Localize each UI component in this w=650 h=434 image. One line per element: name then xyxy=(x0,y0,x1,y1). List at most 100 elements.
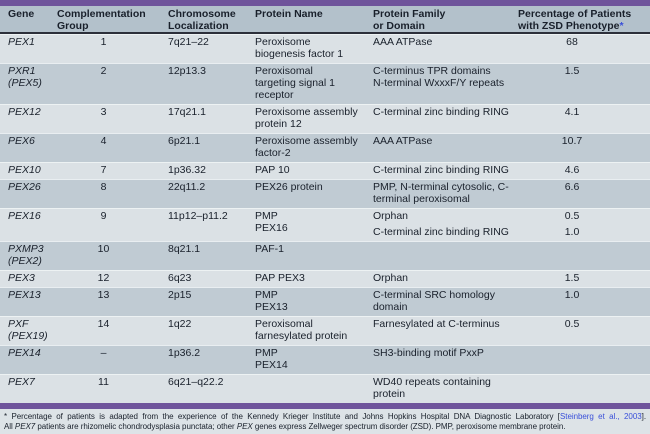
table-row: PEX6 4 6p21.1 Peroxisome assembly factor-2 AA… xyxy=(0,133,650,162)
text-line: PXF xyxy=(8,318,29,330)
gene-cell: PEX1 xyxy=(0,36,57,60)
protein-family-cell: SH3-binding motif PxxP xyxy=(372,347,518,359)
complementation-group-cell: 2 xyxy=(100,65,107,77)
text-line: Farnesylated at C-terminus xyxy=(373,318,500,330)
column-header-complementation-group: Complementation Group xyxy=(57,8,150,32)
text-line: domain xyxy=(373,301,408,313)
text-line: PMP xyxy=(255,289,278,301)
family-percentage-cell: AAA ATPase 68 xyxy=(372,36,650,60)
family-entry: AAA ATPase 68 xyxy=(372,36,650,48)
family-entry: C-terminal zinc binding RING 4.6 xyxy=(372,164,650,176)
table-row: PXMP3 (PEX2) 10 8q21.1 PAF-1 xyxy=(0,241,650,270)
table-row: PEX1 1 7q21–22 Peroxisome biogenesis factor … xyxy=(0,34,650,63)
text-line: protein xyxy=(373,388,406,400)
text-line: protein 12 xyxy=(255,118,302,130)
text-line: terminal peroxisomal xyxy=(373,193,470,205)
column-header-gene: Gene xyxy=(0,8,57,32)
text-line: PXR1 xyxy=(8,65,36,77)
text-line: Peroxisomal xyxy=(255,65,313,77)
text-line: PEX26 protein xyxy=(255,181,323,193)
table-row: PXR1 (PEX5) 2 12p13.3 Peroxisomal targeting s… xyxy=(0,63,650,104)
percentage-cell: 0.5 xyxy=(564,210,580,222)
protein-name-cell: Peroxisome assembly protein 12 xyxy=(255,106,372,130)
family-percentage-cell: AAA ATPase 10.7 xyxy=(372,135,650,159)
complementation-group-cell: 11 xyxy=(98,376,109,388)
complementation-group-cell: 10 xyxy=(97,243,110,255)
footnote-text: PEX xyxy=(236,422,253,431)
protein-family-cell: C-terminal SRC homology domain xyxy=(372,289,518,313)
table-body: PEX1 1 7q21–22 Peroxisome biogenesis factor … xyxy=(0,34,650,403)
text-line: PEX14 xyxy=(255,359,288,371)
header-line: Chromosome xyxy=(168,8,236,20)
protein-name-cell: PMP PEX16 xyxy=(255,210,372,238)
protein-name-cell: Peroxisome assembly factor-2 xyxy=(255,135,372,159)
text-line: targeting signal 1 xyxy=(255,77,335,89)
protein-family-cell: C-terminal zinc binding RING xyxy=(372,106,518,118)
column-header-protein-family: Protein Family or Domain xyxy=(372,8,518,32)
footnote-line-2: All PEX7 patients are rhizomelic chondro… xyxy=(4,422,646,432)
protein-name-cell: PAP PEX3 xyxy=(255,272,372,284)
protein-name-cell: PMP PEX14 xyxy=(255,347,372,371)
footnote-text: patients are rhizomelic chondrodysplasia… xyxy=(35,422,237,431)
text-line: C-terminal zinc binding RING xyxy=(373,226,509,238)
header-line: Group xyxy=(57,20,89,32)
family-entry: Farnesylated at C-terminus 0.5 xyxy=(372,318,650,330)
text-line: PMP xyxy=(255,347,278,359)
text-line: C-terminal SRC homology xyxy=(373,289,495,301)
protein-name-cell: PAP 10 xyxy=(255,164,372,176)
header-line: with ZSD Phenotype* xyxy=(518,20,624,32)
family-entry: AAA ATPase 10.7 xyxy=(372,135,650,147)
text-line: N-terminal WxxxF/Y repeats xyxy=(373,77,505,89)
gene-cell: PEX12 xyxy=(0,106,57,130)
footnote-text: genes express Zellweger spectrum disorde… xyxy=(252,422,566,431)
text-line: AAA ATPase xyxy=(373,135,433,147)
bottom-accent-bar xyxy=(0,403,650,409)
protein-family-cell: C-terminus TPR domains N-terminal WxxxF/Y… xyxy=(372,65,518,89)
header-line: Gene xyxy=(8,8,35,20)
column-header-protein-name: Protein Name xyxy=(255,8,372,32)
text-line: PMP xyxy=(255,210,278,222)
text-line: Peroxisome assembly xyxy=(255,135,358,147)
protein-family-cell: PMP, N-terminal cytosolic, C-terminal pe… xyxy=(372,181,518,205)
complementation-group-cell: 3 xyxy=(100,106,107,118)
text-line: (PEX2) xyxy=(8,255,42,267)
footnote-text: * Percentage of patients is adapted from… xyxy=(4,412,560,421)
percentage-cell: 1.5 xyxy=(564,65,580,77)
text-line: (PEX19) xyxy=(8,330,48,342)
text-line: PAF-1 xyxy=(255,243,284,255)
family-percentage-cell: C-terminus TPR domains N-terminal WxxxF/Y… xyxy=(372,65,650,101)
chromosome-localization-cell: 7q21–22 xyxy=(168,36,209,48)
protein-family-cell: Orphan xyxy=(372,210,518,222)
citation-link[interactable]: Steinberg et al., 2003 xyxy=(559,412,642,421)
chromosome-localization-cell: 1p36.32 xyxy=(168,164,206,176)
text-line: PEX14 xyxy=(8,347,41,359)
text-line: (PEX5) xyxy=(8,77,42,89)
family-entry: C-terminal zinc binding RING 4.1 xyxy=(372,106,650,118)
family-percentage-cell: Orphan 1.5 xyxy=(372,272,650,284)
complementation-group-cell: 8 xyxy=(100,181,107,193)
table-row: PEX16 9 11p12–p11.2 PMP PEX16 Orphan 0.5 C-term… xyxy=(0,208,650,241)
footnote-line-1: * Percentage of patients is adapted from… xyxy=(4,412,646,422)
text-line: receptor xyxy=(255,89,294,101)
percentage-cell: 1.0 xyxy=(564,289,580,301)
column-header-chromosome-localization: Chromosome Localization xyxy=(150,8,255,32)
percentage-cell: 6.6 xyxy=(564,181,580,193)
protein-name-cell xyxy=(255,376,372,400)
complementation-group-cell: 13 xyxy=(97,289,110,301)
gene-cell: PEX10 xyxy=(0,164,57,176)
protein-name-cell: PEX26 protein xyxy=(255,181,372,205)
chromosome-localization-cell: 6q23 xyxy=(168,272,192,284)
percentage-cell: 10.7 xyxy=(561,135,583,147)
text-line: Peroxisome xyxy=(255,36,311,48)
protein-name-cell: PAF-1 xyxy=(255,243,372,267)
text-line: PEX13 xyxy=(255,301,288,313)
family-percentage-cell xyxy=(372,243,650,267)
gene-cell: PEX16 xyxy=(0,210,57,238)
table-row: PEX13 13 2p15 PMP PEX13 C-terminal SRC homolo… xyxy=(0,287,650,316)
text-line: factor-2 xyxy=(255,147,291,159)
family-entry: SH3-binding motif PxxP xyxy=(372,347,650,359)
chromosome-localization-cell: 22q11.2 xyxy=(168,181,206,193)
header-line: Protein Family xyxy=(373,8,446,20)
header-line: or Domain xyxy=(373,20,425,32)
text-line: PEX16 xyxy=(8,210,41,222)
